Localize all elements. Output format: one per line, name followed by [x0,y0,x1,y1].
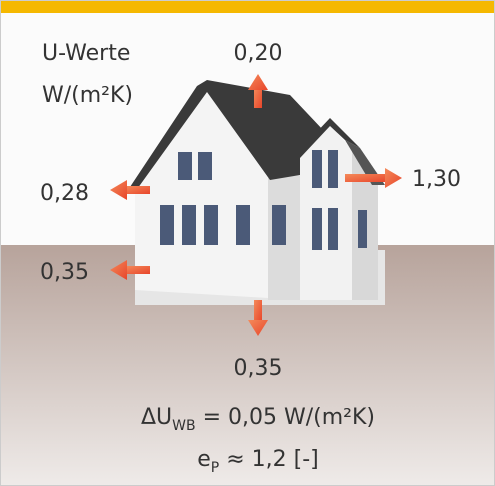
symbol: ΔU [141,405,172,430]
side-wall [207,92,305,300]
arrow-roof [254,88,262,108]
top-bar [0,0,495,13]
formula: eP ≈ 1,2 [-] [197,447,319,476]
symbol: e [197,447,211,472]
house [128,80,385,305]
windows [160,150,367,250]
gable-wall [135,92,268,298]
formula: ΔUWB = 0,05 W/(m²K) [141,405,375,434]
formula-rest: ≈ 1,2 [-] [219,447,319,472]
arrow-floor-head [248,320,268,336]
formula-rest: = 0,05 W/(m²K) [196,405,375,430]
u-value: 0,28 [40,181,89,206]
dormer-roof [295,118,360,158]
u-value: 0,35 [234,356,283,381]
subscript: P [211,460,219,476]
arrow-basement-head [110,260,127,280]
u-value: 0,35 [40,260,89,285]
arrow-floor [254,300,262,322]
arrow-window [345,174,387,182]
arrow-basement [125,266,150,274]
arrow-window-head [385,168,402,188]
subscript: WB [172,418,195,434]
legend-line: U-Werte [42,41,130,66]
arrow-wall [125,186,150,194]
arrow-roof-head [248,74,268,90]
u-value: 1,30 [412,167,461,192]
u-value: 0,20 [234,41,283,66]
dormer-front [300,124,352,300]
dormer-roof-side [345,140,385,185]
arrows [110,74,402,336]
arrow-wall-head [110,180,127,200]
legend-line: W/(m²K) [42,83,133,108]
